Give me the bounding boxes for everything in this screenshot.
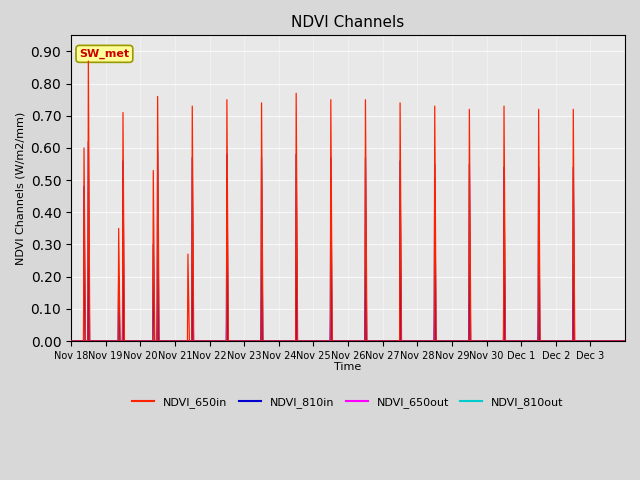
- Line: NDVI_810in: NDVI_810in: [71, 142, 625, 341]
- Legend: NDVI_650in, NDVI_810in, NDVI_650out, NDVI_810out: NDVI_650in, NDVI_810in, NDVI_650out, NDV…: [128, 393, 568, 412]
- Text: SW_met: SW_met: [79, 49, 129, 59]
- NDVI_650out: [381, 338, 389, 344]
- NDVI_810in: [547, 338, 554, 344]
- NDVI_810out: [614, 338, 621, 344]
- Line: NDVI_650out: NDVI_650out: [71, 296, 625, 341]
- NDVI_650out: [123, 338, 131, 344]
- Title: NDVI Channels: NDVI Channels: [291, 15, 404, 30]
- NDVI_650out: [547, 338, 554, 344]
- NDVI_650out: [515, 338, 523, 344]
- NDVI_810in: [123, 338, 131, 344]
- Line: NDVI_650in: NDVI_650in: [71, 61, 625, 341]
- NDVI_650in: [614, 338, 621, 344]
- Y-axis label: NDVI Channels (W/m2/mm): NDVI Channels (W/m2/mm): [15, 111, 25, 265]
- NDVI_810in: [84, 139, 92, 144]
- NDVI_810in: [515, 338, 523, 344]
- Line: NDVI_810out: NDVI_810out: [71, 312, 625, 341]
- NDVI_650in: [243, 338, 250, 344]
- NDVI_810in: [614, 338, 621, 344]
- NDVI_650out: [84, 293, 92, 299]
- NDVI_810out: [547, 338, 554, 344]
- NDVI_650out: [621, 338, 629, 344]
- NDVI_650in: [547, 338, 554, 344]
- NDVI_650in: [621, 338, 629, 344]
- NDVI_810out: [381, 338, 389, 344]
- NDVI_810in: [381, 338, 389, 344]
- NDVI_810out: [84, 309, 92, 315]
- NDVI_650out: [67, 338, 75, 344]
- NDVI_810in: [243, 338, 250, 344]
- NDVI_650in: [515, 338, 523, 344]
- NDVI_810out: [243, 338, 250, 344]
- NDVI_810out: [515, 338, 523, 344]
- NDVI_810in: [67, 338, 75, 344]
- NDVI_650in: [123, 338, 131, 344]
- NDVI_650out: [243, 338, 250, 344]
- NDVI_810out: [621, 338, 629, 344]
- NDVI_810in: [621, 338, 629, 344]
- NDVI_650in: [84, 58, 92, 64]
- X-axis label: Time: Time: [334, 362, 362, 372]
- NDVI_650in: [381, 338, 389, 344]
- NDVI_810out: [67, 338, 75, 344]
- NDVI_810out: [123, 338, 131, 344]
- NDVI_650out: [614, 338, 621, 344]
- NDVI_650in: [67, 338, 75, 344]
